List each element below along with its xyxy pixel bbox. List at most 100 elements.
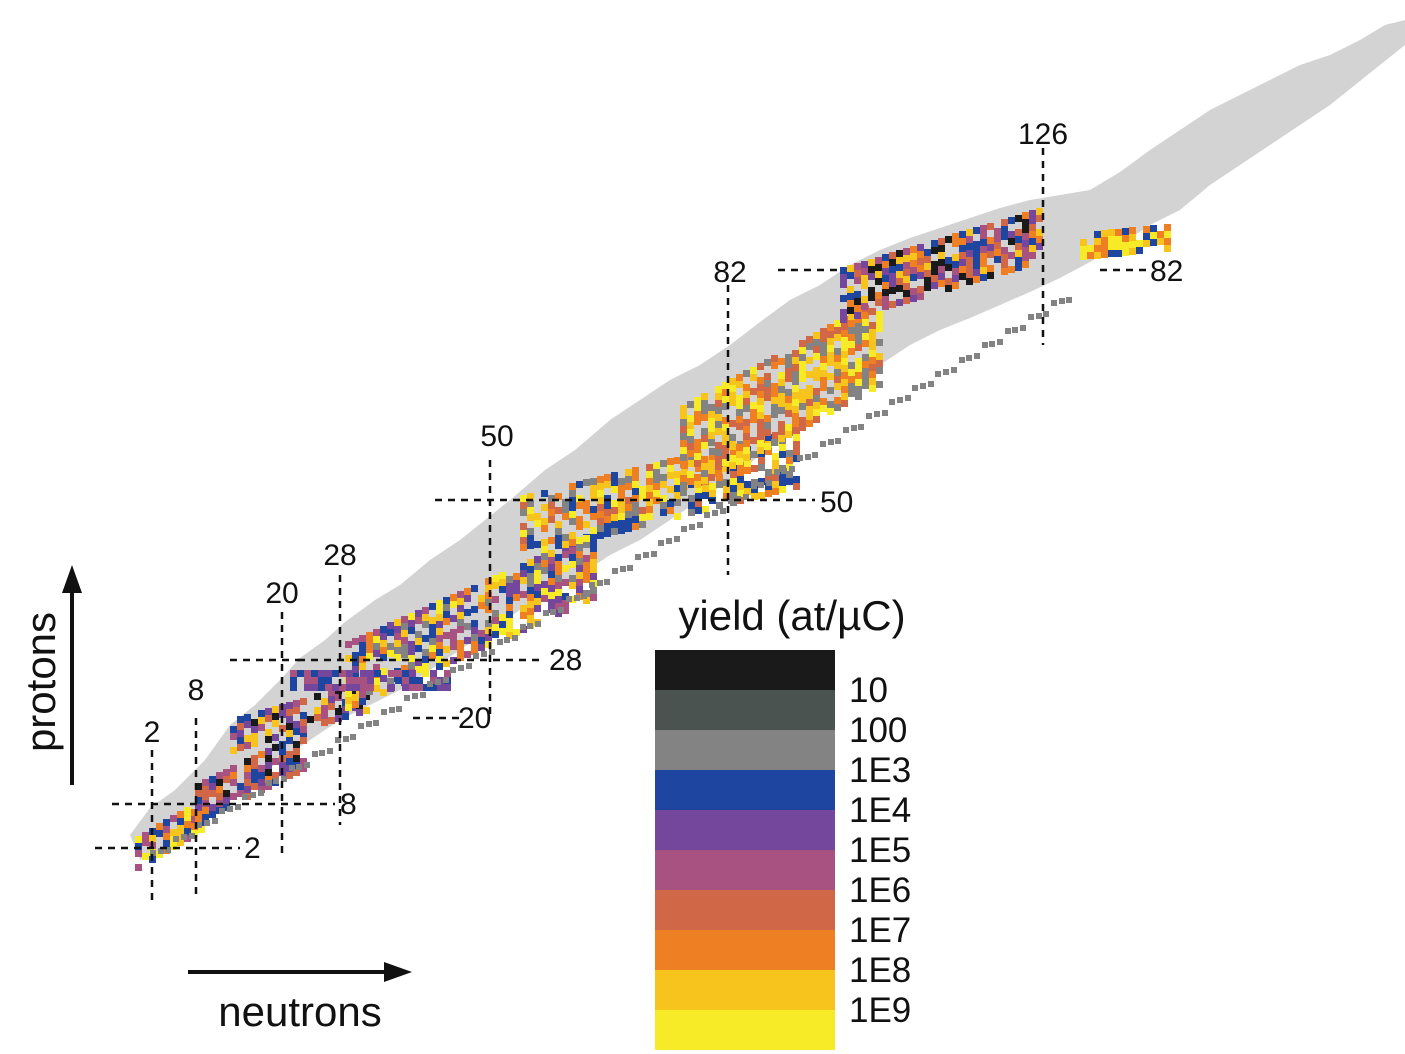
- yield-cell: [562, 541, 569, 548]
- yield-cell: [597, 490, 604, 497]
- yield-cell: [359, 691, 366, 698]
- stable-cell: [358, 723, 364, 729]
- yield-cell: [478, 637, 485, 644]
- yield-cell: [764, 422, 771, 429]
- yield-cell: [848, 334, 855, 341]
- yield-cell: [555, 596, 562, 603]
- yield-cell: [325, 677, 332, 684]
- yield-cell: [569, 554, 576, 561]
- yield-cell: [520, 544, 527, 551]
- yield-cell: [737, 483, 744, 490]
- yield-cell: [258, 786, 265, 793]
- yield-cell: [611, 479, 618, 486]
- yield-cell: [184, 821, 191, 828]
- yield-cell: [342, 713, 349, 720]
- yield-cell: [583, 507, 590, 514]
- yield-cell: [862, 333, 869, 340]
- stable-cell: [758, 482, 764, 488]
- yield-cell: [471, 620, 478, 627]
- yield-cell: [841, 379, 848, 386]
- yield-cell: [444, 670, 451, 677]
- yield-cell: [422, 663, 429, 670]
- yield-cell: [244, 721, 251, 728]
- yield-cell: [793, 483, 800, 490]
- yield-cell: [653, 490, 660, 497]
- yield-cell: [980, 232, 987, 239]
- yield-cell: [785, 403, 792, 410]
- stable-cell: [1012, 327, 1018, 333]
- yield-cell: [265, 708, 272, 715]
- yield-cell: [576, 572, 583, 579]
- yield-cell: [471, 648, 478, 655]
- yield-cell: [548, 509, 555, 516]
- yield-cell: [875, 257, 882, 264]
- yield-cell: [688, 502, 695, 509]
- yield-cell: [868, 294, 875, 301]
- yield-cell: [820, 342, 827, 349]
- yield-cell: [286, 702, 293, 709]
- yield-cell: [366, 632, 373, 639]
- stable-cell: [820, 441, 826, 447]
- yield-cell: [966, 229, 973, 236]
- stable-cell: [835, 438, 841, 444]
- yield-cell: [163, 819, 170, 826]
- yield-cell: [562, 565, 569, 572]
- yield-cell: [875, 292, 882, 299]
- yield-cell: [293, 769, 300, 776]
- yield-cell: [471, 634, 478, 641]
- stable-cell: [473, 653, 479, 659]
- stable-cell: [674, 536, 680, 542]
- yield-cell: [1029, 252, 1036, 259]
- yield-cell: [527, 594, 534, 601]
- yield-cell: [646, 478, 653, 485]
- stable-cell: [581, 593, 587, 599]
- yield-cell: [1115, 236, 1122, 243]
- yield-cell: [597, 532, 604, 539]
- yield-cell: [321, 705, 328, 712]
- yield-cell: [436, 642, 443, 649]
- yield-cell: [938, 238, 945, 245]
- yield-cell: [785, 431, 792, 438]
- stable-cell: [458, 665, 464, 671]
- yield-cell: [841, 393, 848, 400]
- yield-cell: [785, 424, 792, 431]
- stable-cell: [1005, 328, 1011, 334]
- yield-cell: [1001, 254, 1008, 261]
- yield-cell: [751, 479, 758, 486]
- yield-cell: [590, 492, 597, 499]
- yield-cell: [450, 629, 457, 636]
- yield-cell: [1015, 236, 1022, 243]
- yield-cell: [415, 666, 422, 673]
- yield-cell: [527, 507, 534, 514]
- yield-cell: [318, 684, 325, 691]
- yield-cell: [959, 231, 966, 238]
- yield-cell: [170, 843, 177, 850]
- yield-cell: [729, 399, 736, 406]
- yield-cell: [1029, 217, 1036, 224]
- stable-cell: [319, 750, 325, 756]
- yield-cell: [743, 454, 750, 461]
- yield-cell: [862, 340, 869, 347]
- yield-cell: [345, 697, 352, 704]
- yield-cell: [1101, 230, 1108, 237]
- yield-cell: [618, 485, 625, 492]
- stable-cell: [1043, 311, 1049, 317]
- stable-cell: [173, 836, 179, 842]
- yield-cell: [674, 513, 681, 520]
- yield-cell: [562, 593, 569, 600]
- yield-cell: [576, 586, 583, 593]
- yield-cell: [723, 493, 730, 500]
- yield-cell: [1008, 231, 1015, 238]
- yield-cell: [618, 499, 625, 506]
- yield-cell: [335, 694, 342, 701]
- yield-cell: [1122, 228, 1129, 235]
- yield-cell: [889, 266, 896, 273]
- yield-cell: [785, 375, 792, 382]
- yield-cell: [792, 420, 799, 427]
- yield-cell: [840, 295, 847, 302]
- yield-cell: [429, 638, 436, 645]
- yield-cell: [583, 555, 590, 562]
